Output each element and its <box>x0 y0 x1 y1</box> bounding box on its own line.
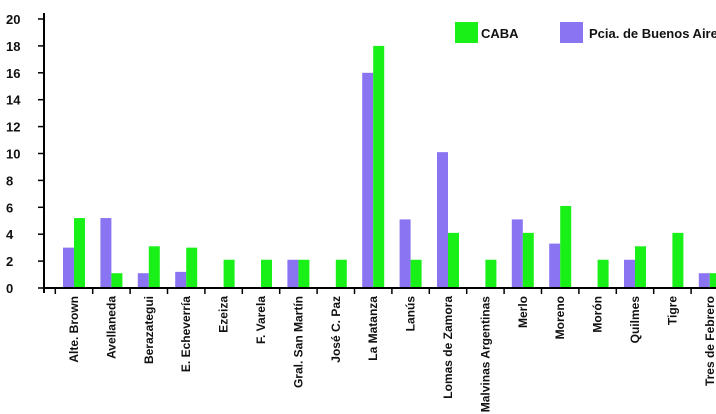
bar-caba <box>335 259 347 288</box>
bar-caba <box>635 246 646 288</box>
bar-caba <box>597 259 609 288</box>
y-tick-label: 8 <box>6 173 13 188</box>
x-tick-label: F. Varela <box>254 296 268 344</box>
bar-caba <box>522 232 534 288</box>
bar-pcia <box>362 72 374 288</box>
bar-pcia <box>175 271 187 288</box>
x-tick-label: Ezeiza <box>217 296 231 333</box>
x-tick-label: Malvinas Argentinas <box>478 296 492 413</box>
y-tick-label: 12 <box>6 120 20 135</box>
bar-pcia <box>287 259 299 288</box>
x-tick-label: Morón <box>591 296 605 333</box>
bar-caba <box>148 246 160 288</box>
y-tick-label: 2 <box>6 254 13 269</box>
y-tick-label: 20 <box>6 12 20 27</box>
y-tick-label: 14 <box>6 93 21 108</box>
bar-pcia <box>549 243 561 288</box>
x-tick-label: José C. Paz <box>329 296 343 363</box>
bars <box>63 45 716 289</box>
legend: CABA Pcia. de Buenos Aires <box>455 22 716 43</box>
bar-caba <box>410 259 422 288</box>
bar-caba <box>111 273 123 288</box>
bar-pcia <box>624 259 635 288</box>
x-tick-label: Merlo <box>516 296 530 328</box>
x-tick-label: Quilmes <box>628 296 642 344</box>
x-tick-label: Lomas de Zamora <box>441 296 455 399</box>
bar-pcia <box>100 218 112 288</box>
y-tick-label: 4 <box>6 227 14 242</box>
x-tick-label: Berazategui <box>142 296 156 364</box>
x-tick-label: Alte. Brown <box>67 296 81 363</box>
bar-pcia <box>137 273 149 288</box>
legend-label: CABA <box>481 26 519 41</box>
bar-pcia <box>698 273 710 288</box>
x-tick-label: Gral. San Martín <box>291 296 305 388</box>
bar-caba <box>74 218 85 288</box>
legend-swatch <box>560 22 583 43</box>
bar-caba <box>709 273 716 288</box>
bar-pcia <box>437 152 448 288</box>
x-tick-label: Lanús <box>404 296 418 332</box>
bar-caba <box>261 259 272 288</box>
bar-caba <box>373 45 385 289</box>
x-tick-label: La Matanza <box>366 296 380 361</box>
x-tick-label: Tres de Febrero <box>703 296 716 386</box>
x-tick-label: Moreno <box>553 296 567 339</box>
bar-caba <box>560 205 572 288</box>
y-tick-label: 0 <box>6 281 13 296</box>
bar-pcia <box>63 247 74 288</box>
legend-swatch <box>455 22 478 43</box>
y-axis: 0 2 4 6 8 10 12 14 16 18 20 <box>6 12 45 296</box>
x-tick-label: Avellaneda <box>104 296 118 359</box>
bar-caba <box>485 259 497 288</box>
bar-caba <box>223 259 235 288</box>
bar-pcia <box>399 219 411 288</box>
y-tick-label: 16 <box>6 66 20 81</box>
bar-pcia <box>511 219 523 288</box>
bar-caba <box>298 259 310 288</box>
x-tick-label: E. Echeverría <box>179 296 193 372</box>
bar-caba <box>672 232 684 288</box>
y-tick-label: 18 <box>6 39 20 54</box>
y-tick-label: 6 <box>6 200 13 215</box>
legend-label: Pcia. de Buenos Aires <box>589 26 716 41</box>
x-axis: Alte. Brown Avellaneda Berazategui E. Echev… <box>44 287 716 413</box>
y-tick-label: 10 <box>6 147 20 162</box>
x-tick-label: Tigre <box>665 296 679 325</box>
bar-caba <box>186 247 198 288</box>
bar-caba <box>448 232 459 288</box>
